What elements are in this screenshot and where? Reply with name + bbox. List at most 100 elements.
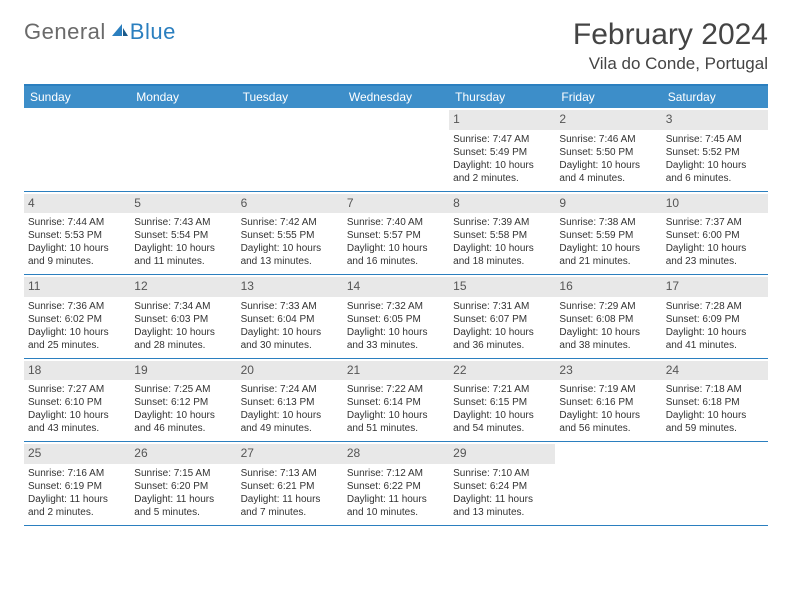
sunrise-text: Sunrise: 7:33 AM [241,300,339,313]
day-cell: 19Sunrise: 7:25 AMSunset: 6:12 PMDayligh… [130,359,236,442]
daylight-text-1: Daylight: 10 hours [28,242,126,255]
sunrise-text: Sunrise: 7:47 AM [453,133,551,146]
day-cell: 9Sunrise: 7:38 AMSunset: 5:59 PMDaylight… [555,192,661,275]
day-cell: 11Sunrise: 7:36 AMSunset: 6:02 PMDayligh… [24,275,130,358]
daylight-text-1: Daylight: 11 hours [453,493,551,506]
daylight-text-2: and 56 minutes. [559,422,657,435]
sunset-text: Sunset: 5:49 PM [453,146,551,159]
sunset-text: Sunset: 6:04 PM [241,313,339,326]
logo-text-1: General [24,19,106,45]
logo-text-2: Blue [130,19,176,45]
day-cell: 21Sunrise: 7:22 AMSunset: 6:14 PMDayligh… [343,359,449,442]
dow-tuesday: Tuesday [237,86,343,108]
sunrise-text: Sunrise: 7:40 AM [347,216,445,229]
sunrise-text: Sunrise: 7:25 AM [134,383,232,396]
daylight-text-1: Daylight: 10 hours [453,242,551,255]
daylight-text-2: and 36 minutes. [453,339,551,352]
header: General Blue February 2024 Vila do Conde… [24,18,768,74]
day-number: 11 [24,277,130,297]
day-cell: 10Sunrise: 7:37 AMSunset: 6:00 PMDayligh… [662,192,768,275]
sunset-text: Sunset: 6:15 PM [453,396,551,409]
daylight-text-2: and 30 minutes. [241,339,339,352]
day-number: 1 [449,110,555,130]
empty-cell [555,442,661,525]
sunrise-text: Sunrise: 7:45 AM [666,133,764,146]
day-number: 15 [449,277,555,297]
empty-cell [130,108,236,191]
sunrise-text: Sunrise: 7:32 AM [347,300,445,313]
day-cell: 27Sunrise: 7:13 AMSunset: 6:21 PMDayligh… [237,442,343,525]
day-of-week-row: SundayMondayTuesdayWednesdayThursdayFrid… [24,86,768,108]
sunrise-text: Sunrise: 7:22 AM [347,383,445,396]
daylight-text-1: Daylight: 10 hours [453,326,551,339]
day-cell: 20 Sunrise: 7:24 AMSunset: 6:13 PMDayligh… [237,359,343,442]
day-cell: 1Sunrise: 7:47 AMSunset: 5:49 PMDaylight… [449,108,555,191]
sunrise-text: Sunrise: 7:44 AM [28,216,126,229]
day-cell: 6Sunrise: 7:42 AMSunset: 5:55 PMDaylight… [237,192,343,275]
daylight-text-2: and 11 minutes. [134,255,232,268]
daylight-text-2: and 9 minutes. [28,255,126,268]
daylight-text-2: and 46 minutes. [134,422,232,435]
day-number: 28 [343,444,449,464]
week-row: 4Sunrise: 7:44 AMSunset: 5:53 PMDaylight… [24,192,768,276]
daylight-text-1: Daylight: 10 hours [347,409,445,422]
day-cell: 13Sunrise: 7:33 AMSunset: 6:04 PMDayligh… [237,275,343,358]
daylight-text-2: and 25 minutes. [28,339,126,352]
empty-cell [662,442,768,525]
day-number: 21 [343,361,449,381]
day-number: 27 [237,444,343,464]
day-cell: 23Sunrise: 7:19 AMSunset: 6:16 PMDayligh… [555,359,661,442]
sunset-text: Sunset: 6:05 PM [347,313,445,326]
day-number: 25 [24,444,130,464]
daylight-text-1: Daylight: 10 hours [28,409,126,422]
sunset-text: Sunset: 6:21 PM [241,480,339,493]
day-cell: 28Sunrise: 7:12 AMSunset: 6:22 PMDayligh… [343,442,449,525]
day-number: 5 [130,194,236,214]
sunset-text: Sunset: 6:09 PM [666,313,764,326]
day-number: 20 [237,361,343,381]
daylight-text-2: and 43 minutes. [28,422,126,435]
day-number: 19 [130,361,236,381]
daylight-text-1: Daylight: 10 hours [666,159,764,172]
day-number: 6 [237,194,343,214]
week-row: 25Sunrise: 7:16 AMSunset: 6:19 PMDayligh… [24,442,768,526]
sunset-text: Sunset: 5:55 PM [241,229,339,242]
day-cell: 8Sunrise: 7:39 AMSunset: 5:58 PMDaylight… [449,192,555,275]
day-number: 9 [555,194,661,214]
sunset-text: Sunset: 6:16 PM [559,396,657,409]
daylight-text-2: and 21 minutes. [559,255,657,268]
dow-saturday: Saturday [662,86,768,108]
sunset-text: Sunset: 5:54 PM [134,229,232,242]
sunrise-text: Sunrise: 7:29 AM [559,300,657,313]
sunset-text: Sunset: 5:50 PM [559,146,657,159]
daylight-text-1: Daylight: 10 hours [134,409,232,422]
daylight-text-1: Daylight: 10 hours [134,326,232,339]
daylight-text-2: and 5 minutes. [134,506,232,519]
dow-monday: Monday [130,86,236,108]
logo: General Blue [24,18,176,46]
sunrise-text: Sunrise: 7:18 AM [666,383,764,396]
sunset-text: Sunset: 6:08 PM [559,313,657,326]
day-number: 8 [449,194,555,214]
daylight-text-1: Daylight: 11 hours [28,493,126,506]
empty-cell [237,108,343,191]
sunrise-text: Sunrise: 7:28 AM [666,300,764,313]
sunset-text: Sunset: 6:24 PM [453,480,551,493]
location: Vila do Conde, Portugal [573,54,768,74]
sunset-text: Sunset: 6:13 PM [241,396,339,409]
daylight-text-2: and 18 minutes. [453,255,551,268]
day-cell: 18Sunrise: 7:27 AMSunset: 6:10 PMDayligh… [24,359,130,442]
sunrise-text: Sunrise: 7:31 AM [453,300,551,313]
sunrise-text: Sunrise: 7:21 AM [453,383,551,396]
sunrise-text: Sunrise: 7:46 AM [559,133,657,146]
sunrise-text: Sunrise: 7:12 AM [347,467,445,480]
daylight-text-1: Daylight: 11 hours [241,493,339,506]
sunrise-text: Sunrise: 7:24 AM [241,383,339,396]
sunrise-text: Sunrise: 7:38 AM [559,216,657,229]
daylight-text-2: and 13 minutes. [241,255,339,268]
daylight-text-1: Daylight: 10 hours [241,326,339,339]
sunset-text: Sunset: 5:53 PM [28,229,126,242]
daylight-text-1: Daylight: 10 hours [241,409,339,422]
day-number: 24 [662,361,768,381]
daylight-text-1: Daylight: 10 hours [666,326,764,339]
